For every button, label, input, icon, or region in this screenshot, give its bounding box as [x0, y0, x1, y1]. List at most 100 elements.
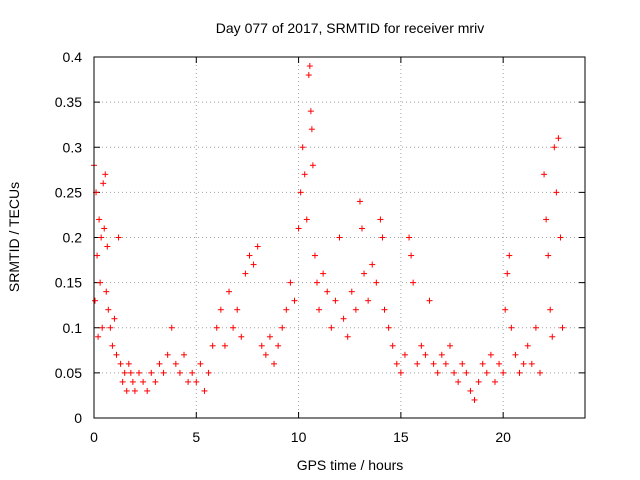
y-axis-ticks: 0 0.05 0.1 0.15 0.2 0.25 0.3 0.35 0.4	[55, 49, 585, 426]
data-point-marker	[434, 369, 441, 376]
data-point-marker	[393, 360, 400, 367]
data-point-marker	[543, 216, 550, 223]
data-point-marker	[316, 306, 323, 313]
data-point-marker	[193, 378, 200, 385]
x-axis-ticks: 0 5 10 15 20	[90, 57, 511, 445]
data-point-marker	[508, 324, 515, 331]
data-point-marker	[266, 333, 273, 340]
data-point-marker	[275, 342, 282, 349]
y-axis-label: SRMTID / TECUs	[6, 182, 22, 292]
data-point-marker	[307, 108, 314, 115]
data-point-marker	[105, 306, 112, 313]
data-point-marker	[94, 252, 101, 259]
data-point-marker	[463, 369, 470, 376]
data-point-marker	[536, 369, 543, 376]
data-point-marker	[306, 63, 313, 70]
data-point-marker	[551, 144, 558, 151]
data-point-marker	[311, 252, 318, 259]
data-point-marker	[209, 342, 216, 349]
data-point-marker	[455, 378, 462, 385]
data-point-marker	[102, 171, 109, 178]
data-point-marker	[308, 126, 315, 133]
data-point-marker	[123, 387, 130, 394]
data-point-marker	[475, 378, 482, 385]
data-point-marker	[459, 360, 466, 367]
y-tick-label: 0.25	[55, 184, 82, 200]
data-point-marker	[532, 324, 539, 331]
data-point-marker	[389, 342, 396, 349]
data-point-marker	[491, 378, 498, 385]
data-point-marker	[426, 297, 433, 304]
data-point-marker	[545, 252, 552, 259]
y-tick-label: 0.15	[55, 275, 82, 291]
data-point-marker	[99, 324, 106, 331]
data-point-marker	[506, 252, 513, 259]
x-axis-label: GPS time / hours	[297, 457, 404, 473]
data-point-marker	[406, 234, 413, 241]
data-point-marker	[95, 333, 102, 340]
data-point-marker	[98, 234, 105, 241]
data-point-marker	[332, 297, 339, 304]
y-tick-label: 0.2	[63, 230, 83, 246]
data-point-marker	[172, 360, 179, 367]
data-point-marker	[328, 324, 335, 331]
data-point-marker	[524, 342, 531, 349]
data-point-marker	[385, 324, 392, 331]
chart-title: Day 077 of 2017, SRMTID for receiver mri…	[216, 20, 484, 36]
grid-lines	[94, 57, 585, 418]
data-point-marker	[555, 135, 562, 142]
x-tick-label: 5	[192, 429, 200, 445]
data-point-marker	[479, 360, 486, 367]
data-point-marker	[471, 396, 478, 403]
data-point-marker	[164, 351, 171, 358]
data-point-marker	[504, 270, 511, 277]
x-tick-label: 0	[90, 429, 98, 445]
data-point-marker	[336, 234, 343, 241]
data-point-marker	[279, 324, 286, 331]
x-tick-label: 20	[495, 429, 511, 445]
data-point-marker	[487, 351, 494, 358]
data-point-marker	[217, 306, 224, 313]
data-point-marker	[467, 387, 474, 394]
data-point-marker	[547, 306, 554, 313]
data-point-marker	[115, 234, 122, 241]
data-point-marker	[197, 360, 204, 367]
data-point-marker	[238, 333, 245, 340]
data-point-marker	[117, 360, 124, 367]
data-point-marker	[541, 171, 548, 178]
data-point-marker	[213, 324, 220, 331]
data-point-marker	[121, 369, 128, 376]
data-point-marker	[299, 144, 306, 151]
data-point-marker	[301, 171, 308, 178]
data-point-marker	[287, 279, 294, 286]
data-point-marker	[189, 369, 196, 376]
data-point-marker	[234, 306, 241, 313]
data-point-marker	[483, 369, 490, 376]
data-point-marker	[446, 342, 453, 349]
data-point-marker	[430, 360, 437, 367]
y-tick-label: 0.1	[63, 320, 83, 336]
data-point-marker	[369, 261, 376, 268]
data-point-marker	[144, 387, 151, 394]
data-point-marker	[512, 351, 519, 358]
data-point-marker	[418, 342, 425, 349]
data-point-marker	[152, 378, 159, 385]
data-point-marker	[125, 360, 132, 367]
data-point-marker	[414, 360, 421, 367]
data-point-marker	[111, 315, 118, 322]
data-point-marker	[221, 342, 228, 349]
data-point-marker	[148, 369, 155, 376]
data-point-marker	[305, 72, 312, 79]
data-point-marker	[324, 288, 331, 295]
data-point-marker	[291, 297, 298, 304]
data-point-marker	[97, 279, 104, 286]
data-point-marker	[156, 360, 163, 367]
data-point-marker	[356, 198, 363, 205]
x-tick-label: 10	[291, 429, 307, 445]
data-point-marker	[313, 279, 320, 286]
data-point-marker	[131, 387, 138, 394]
data-point-marker	[516, 369, 523, 376]
data-point-marker	[160, 369, 167, 376]
data-point-marker	[230, 324, 237, 331]
data-point-marker	[250, 261, 257, 268]
